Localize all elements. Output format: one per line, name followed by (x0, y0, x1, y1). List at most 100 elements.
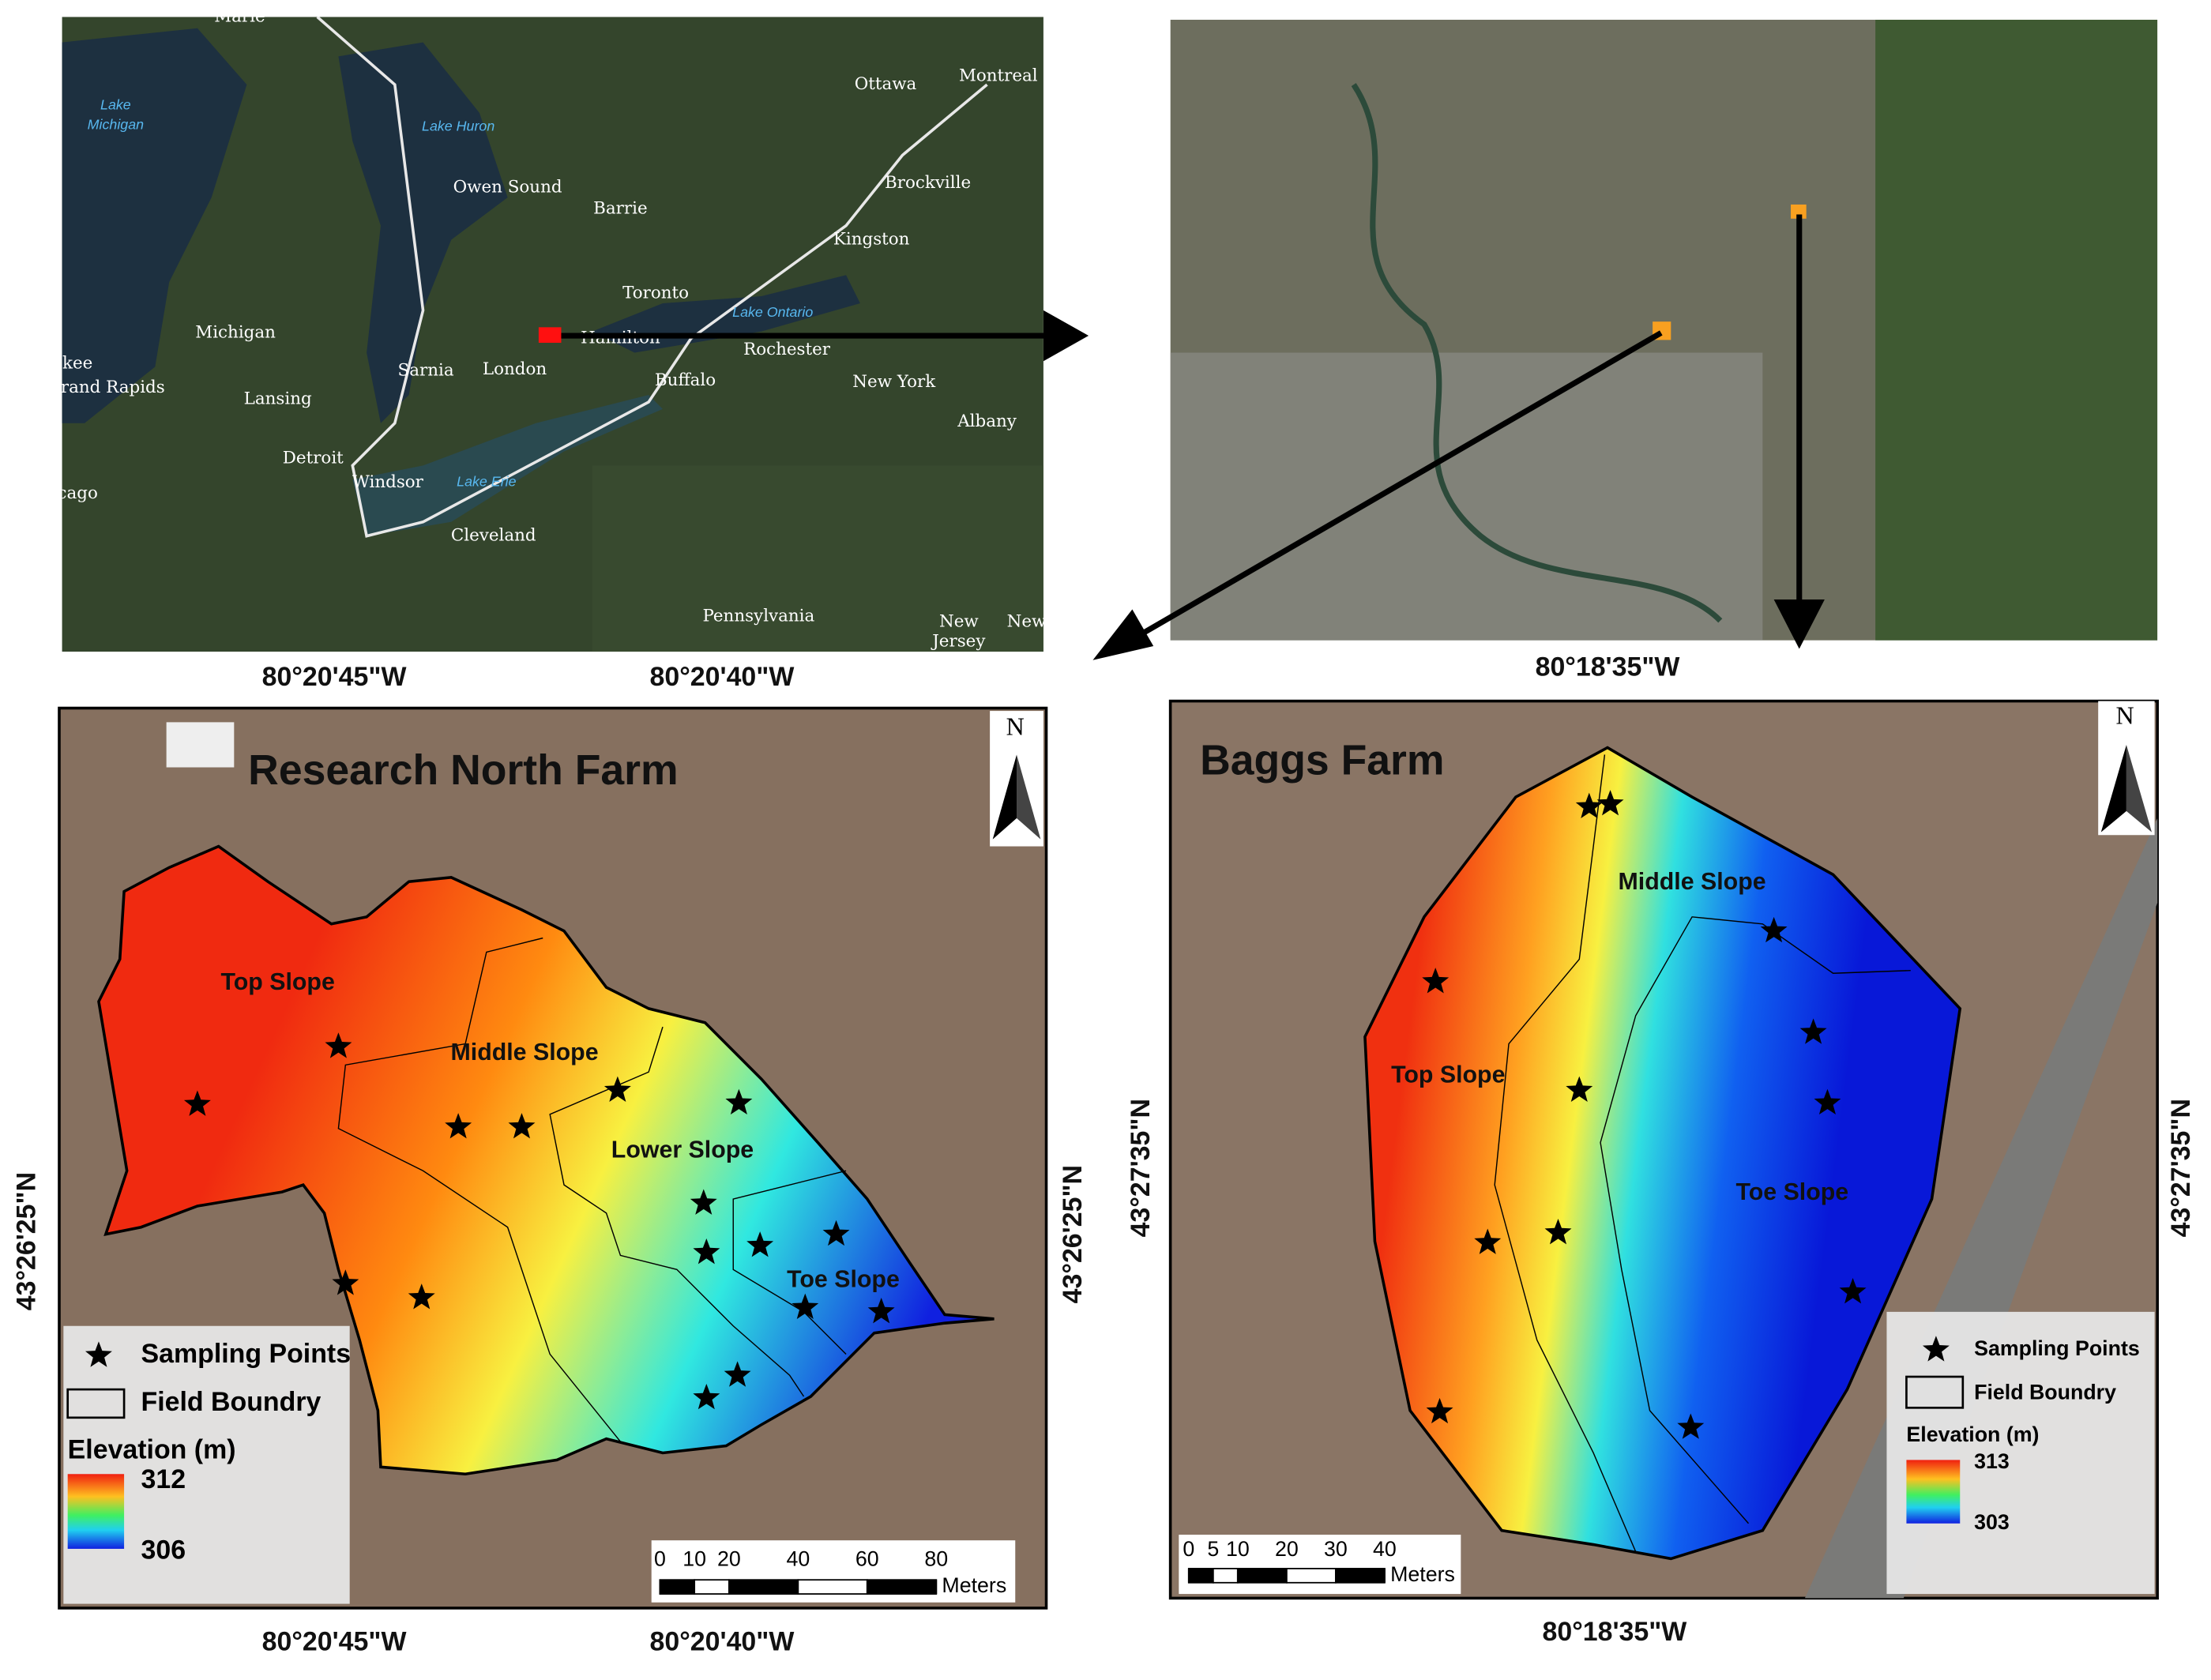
north-label: N (1006, 712, 1025, 741)
legend-max: 313 (1974, 1449, 2010, 1473)
legend-title: Elevation (m) (68, 1435, 236, 1465)
place-label: cago (58, 483, 98, 503)
place-label: Lansing (244, 389, 312, 408)
field-boundary (1363, 746, 1962, 1561)
legend-label: Field Boundry (1974, 1381, 2116, 1404)
sampling-point (1544, 1219, 1572, 1245)
sampling-point (332, 1269, 359, 1295)
zone-label: Top Slope (1391, 1062, 1505, 1088)
scale-tick-label: 0 (1183, 1537, 1194, 1561)
scale-segment (1236, 1568, 1288, 1584)
place-label: Sarnia (398, 361, 454, 381)
lake (62, 28, 247, 423)
zone-line (732, 1170, 847, 1355)
sampling-point (1426, 1397, 1453, 1424)
place-label: Toronto (622, 283, 689, 303)
sampling-point (1474, 1228, 1502, 1254)
sampling-point (690, 1189, 717, 1215)
place-label: Buffalo (655, 370, 716, 390)
sampling-point (508, 1113, 536, 1139)
legend-ramp (1906, 1460, 1961, 1524)
zone-line (337, 937, 621, 1442)
legend-box (63, 1325, 350, 1604)
place-label: New York (852, 372, 936, 392)
lake (352, 395, 663, 536)
place-label: Lake Erie (457, 473, 516, 489)
place-label: Kingston (833, 230, 910, 250)
place-label: Albany (957, 412, 1017, 431)
sampling-point (1677, 1413, 1705, 1439)
scale-tick-label: 10 (1226, 1537, 1250, 1561)
place-label: rand Rapids (61, 378, 165, 397)
sampling-point (325, 1032, 352, 1058)
arrow-head (1773, 599, 1825, 649)
legend-boundary-swatch (66, 1388, 126, 1419)
place-label: kee (62, 354, 92, 374)
scale-tick-label: 0 (654, 1547, 666, 1570)
place-label: Montreal (959, 66, 1038, 85)
sampling-point (1760, 916, 1788, 943)
longitude-label: 80°20'40"W (650, 662, 795, 692)
scale-segment (1335, 1568, 1386, 1584)
scale-tick-label: 5 (1207, 1537, 1219, 1561)
sampling-point (725, 1088, 753, 1115)
regional-map: Marie Lake Michigan Lake Huron Owen Sound Bar… (58, 6, 1043, 652)
scale-tick-label: 40 (786, 1547, 810, 1570)
legend-star (1922, 1336, 1950, 1362)
sampling-point (693, 1383, 720, 1410)
scale-tick-label: 40 (1373, 1537, 1397, 1561)
place-label: Windsor (352, 472, 424, 492)
zone-label: Top Slope (220, 969, 334, 995)
site-marker (538, 327, 562, 343)
place-label: Michigan (88, 117, 144, 133)
legend-max: 312 (141, 1464, 186, 1494)
longitude-label: 80°20'45"W (262, 1627, 407, 1657)
sampling-point (1814, 1088, 1841, 1115)
scale-segment (659, 1579, 696, 1595)
sampling-point (724, 1361, 751, 1387)
sampling-point (867, 1298, 895, 1324)
building (166, 722, 235, 768)
place-label: London (483, 359, 547, 379)
place-label: Cleveland (451, 526, 536, 546)
legend-label: Sampling Points (1974, 1336, 2140, 1360)
site-marker (1791, 204, 1807, 219)
place-label: Rochester (743, 340, 831, 359)
north-arrow (1017, 754, 1041, 840)
place-label: Pennsylvania (702, 606, 814, 626)
place-label: Marie (214, 6, 265, 26)
place-label: Ottawa (855, 74, 917, 94)
latitude-label: 43°26'25"N (1058, 1165, 1088, 1303)
place-label: Lake Ontario (732, 304, 813, 320)
place-label: Lake Huron (422, 118, 494, 133)
sampling-point (604, 1076, 631, 1102)
urban (1170, 352, 1763, 641)
legend-min: 303 (1974, 1510, 2010, 1534)
arrow-head (1092, 609, 1154, 660)
sampling-point (1596, 790, 1624, 816)
scale-segment (1212, 1568, 1239, 1584)
arrow (1126, 330, 1663, 645)
zone-label: Toe Slope (787, 1267, 900, 1293)
place-label: Owen Sound (453, 178, 562, 197)
legend-star (85, 1341, 112, 1367)
scale-tick-label: 10 (682, 1547, 706, 1570)
place-label: Lake (100, 97, 131, 113)
longitude-label: 80°18'35"W (1543, 1617, 1687, 1647)
scale-tick-label: 80 (924, 1547, 948, 1570)
scale-tick-label: 60 (855, 1547, 879, 1570)
farm-title: Baggs Farm (1200, 737, 1444, 784)
legend-min: 306 (141, 1535, 186, 1565)
zone-line (549, 1026, 805, 1397)
scale-segment (797, 1579, 868, 1595)
scale-segment (1187, 1568, 1214, 1584)
legend-label: Sampling Points (141, 1339, 352, 1369)
legend-label: Field Boundry (141, 1387, 321, 1417)
border (316, 17, 988, 538)
sampling-point (1575, 792, 1603, 818)
zone-label: Middle Slope (450, 1039, 598, 1066)
scale-tick-label: 20 (717, 1547, 741, 1570)
scale-segment (866, 1579, 938, 1595)
place-label: Barrie (593, 198, 647, 218)
